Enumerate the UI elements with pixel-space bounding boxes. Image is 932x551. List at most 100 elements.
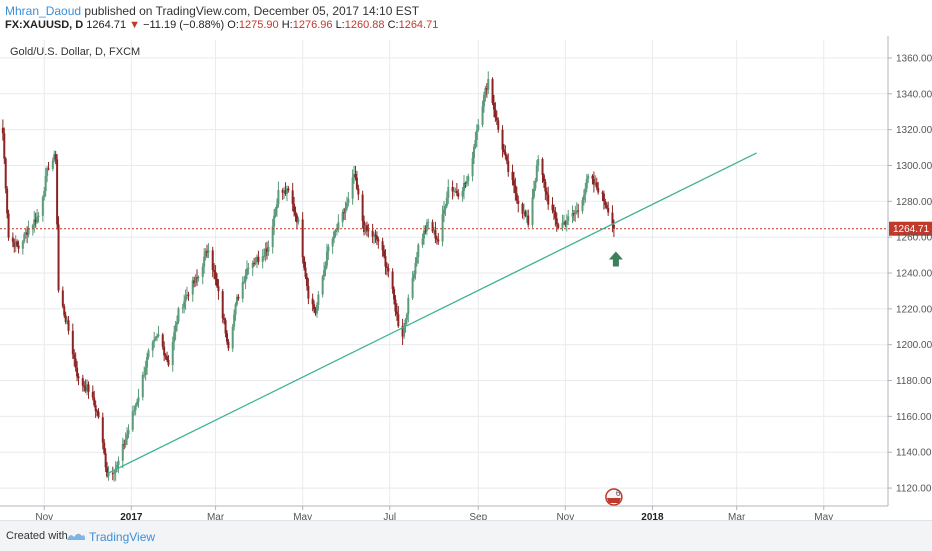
candle (315, 302, 318, 318)
candle-body (295, 215, 298, 223)
candle-body (335, 229, 338, 231)
candle-body (502, 149, 505, 153)
candle (461, 187, 464, 202)
candle (324, 261, 327, 277)
candle (141, 371, 144, 401)
x-tick-label: Jul (383, 512, 396, 520)
candle (54, 150, 57, 165)
y-tick-label: 1260.00 (896, 233, 932, 244)
candle (611, 205, 614, 233)
candle-body (381, 241, 384, 251)
price-chart[interactable]: 1264.71 6 Gold/U.S. Dollar, D, FXCM 1120.… (0, 36, 932, 520)
candle (305, 273, 308, 291)
candle-body (233, 314, 236, 327)
candle-body (191, 280, 194, 295)
candle-body (542, 175, 545, 182)
x-tick-label: May (293, 512, 312, 520)
candle-body (354, 174, 357, 178)
candle (401, 318, 404, 346)
candle (385, 262, 388, 276)
candle-body (447, 187, 450, 198)
candle (104, 448, 107, 473)
candle (545, 187, 548, 202)
candle (443, 200, 445, 223)
candle (3, 127, 6, 164)
candle-body (221, 291, 224, 319)
candle-body (84, 387, 87, 391)
candle (83, 381, 86, 392)
candle (597, 182, 600, 195)
candle-body (574, 212, 577, 214)
candle (43, 186, 46, 201)
candle-body (14, 241, 17, 248)
tradingview-link[interactable]: TradingView (89, 530, 156, 544)
candle-body (521, 203, 524, 214)
candle-body (294, 211, 297, 216)
candle-body (245, 268, 248, 275)
candle-body (133, 410, 136, 412)
candle-body (76, 367, 79, 377)
candle (415, 252, 418, 267)
candle (441, 205, 444, 247)
last-price: 1264.71 (86, 19, 127, 31)
candle-body (514, 185, 517, 194)
candle (425, 219, 428, 236)
candle-body (194, 277, 197, 284)
candle (472, 144, 475, 165)
candle-body (147, 350, 150, 358)
candle (534, 178, 537, 192)
candle (193, 276, 196, 288)
candle-body (524, 211, 527, 216)
candle (474, 131, 477, 149)
candle (444, 203, 447, 216)
candle-body (567, 216, 570, 222)
candle (197, 275, 200, 282)
candle-body (197, 276, 200, 278)
candle (121, 437, 124, 469)
candle-body (587, 175, 590, 179)
candle-body (227, 341, 230, 349)
candle (233, 309, 236, 331)
candle (234, 302, 237, 321)
candle (574, 205, 577, 222)
candle-body (86, 384, 89, 391)
author-link[interactable]: Mhran_Daoud (5, 4, 82, 18)
candle (137, 388, 140, 408)
candle (375, 231, 378, 245)
candle-body (273, 215, 276, 227)
candle-body (53, 154, 56, 161)
close-label: C: (387, 19, 399, 31)
candle (485, 83, 488, 98)
candle-body (154, 337, 157, 340)
candle-body (495, 117, 498, 121)
candle (413, 270, 416, 282)
candle (525, 210, 528, 223)
candle-body (33, 219, 36, 226)
candle (24, 228, 27, 239)
candle (275, 198, 278, 217)
candle (31, 223, 34, 236)
x-tick-label: Nov (556, 512, 574, 520)
candle (515, 186, 518, 204)
candle-body (411, 277, 414, 298)
candle (287, 186, 290, 193)
candle-body (334, 230, 337, 232)
candle-body (505, 155, 508, 161)
candle (204, 248, 207, 261)
candle-body (591, 175, 594, 179)
candle-body (186, 294, 189, 297)
candle (53, 150, 56, 163)
candle-body (324, 265, 327, 271)
candle-body (136, 401, 139, 406)
candle (325, 243, 328, 269)
candle-body (275, 204, 278, 209)
candle-body (607, 207, 610, 213)
candle (247, 262, 250, 275)
candle-body (433, 230, 436, 232)
candle-body (66, 320, 69, 323)
candle (123, 439, 126, 450)
candle-body (481, 106, 484, 125)
candle (585, 174, 588, 193)
candle-body (207, 250, 210, 253)
candle (124, 432, 127, 448)
